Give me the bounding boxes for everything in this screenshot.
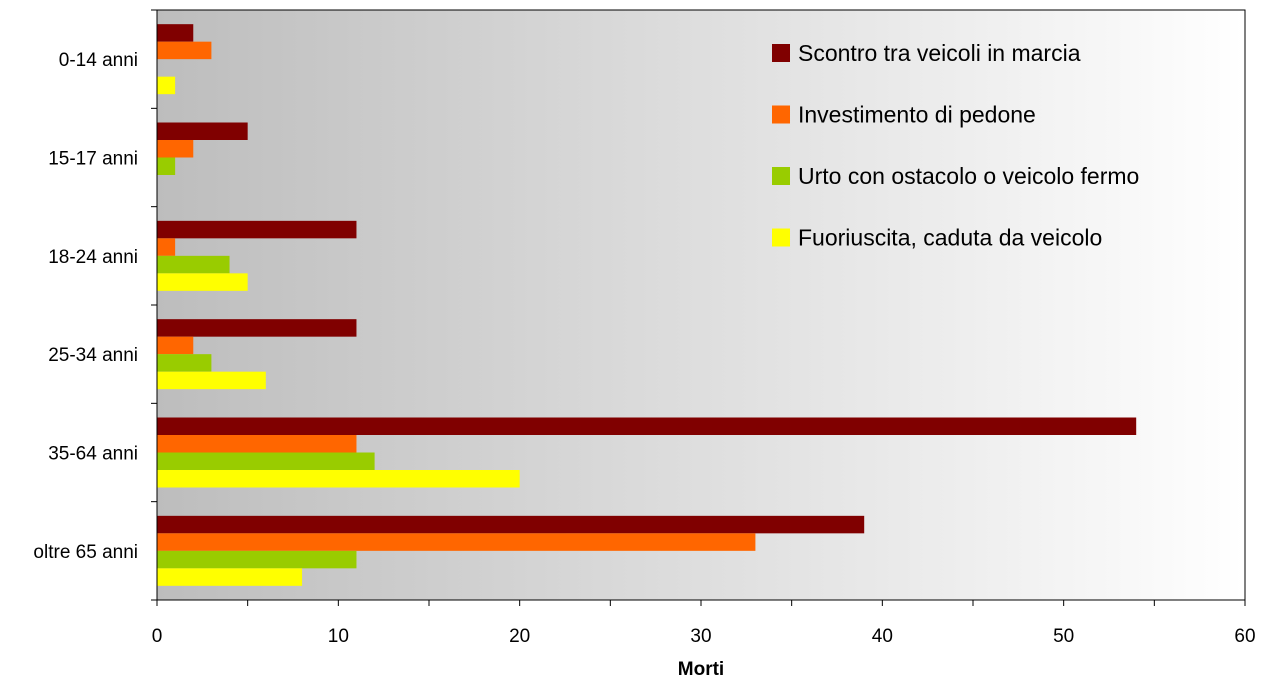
bar <box>157 533 756 551</box>
legend: Scontro tra veicoli in marcia Investiment… <box>772 40 1139 251</box>
bar <box>157 122 248 140</box>
bar <box>157 568 303 586</box>
category-label: oltre 65 anni <box>33 542 138 563</box>
bar <box>157 157 176 175</box>
bar <box>157 515 865 534</box>
bar <box>157 140 194 158</box>
legend-swatch <box>772 167 790 185</box>
bar <box>157 371 266 390</box>
legend-swatch <box>772 228 790 247</box>
x-tick-label: 40 <box>872 626 893 647</box>
bar <box>157 255 230 274</box>
legend-label: Urto con ostacolo o veicolo fermo <box>798 163 1139 189</box>
bar <box>157 550 357 569</box>
bar <box>157 336 194 355</box>
axes-layer <box>151 9 1246 606</box>
bar <box>157 354 212 372</box>
bar <box>157 273 248 291</box>
bar <box>157 319 357 337</box>
bar <box>157 417 1137 435</box>
category-label: 15-17 anni <box>48 149 138 170</box>
bar <box>157 435 357 453</box>
x-tick-label: 0 <box>152 626 163 647</box>
bars-layer <box>157 24 1137 586</box>
x-tick-label: 10 <box>328 626 349 647</box>
x-axis-title: Morti <box>678 659 724 680</box>
x-tick-label: 60 <box>1234 626 1255 647</box>
plot-area <box>156 9 1246 601</box>
labels-layer: 0-14 anni 15-17 anni 18-24 anni 25-34 anni 3… <box>33 50 1255 647</box>
x-tick-label: 30 <box>690 626 711 647</box>
legend-label: Scontro tra veicoli in marcia <box>798 40 1081 66</box>
legend-swatch <box>772 44 790 62</box>
bar <box>157 470 520 488</box>
legend-swatch <box>772 105 790 124</box>
bar <box>157 24 194 42</box>
category-label: 35-64 anni <box>48 444 138 465</box>
x-tick-label: 50 <box>1053 626 1074 647</box>
category-label: 25-34 anni <box>48 345 138 366</box>
legend-label: Investimento di pedone <box>798 102 1036 128</box>
bar <box>157 220 357 239</box>
x-tick-label: 20 <box>509 626 530 647</box>
bar <box>157 41 212 60</box>
bar <box>157 452 375 470</box>
category-label: 18-24 anni <box>48 247 138 268</box>
category-label: 0-14 anni <box>59 50 138 71</box>
legend-label: Fuoriuscita, caduta da veicolo <box>798 225 1102 251</box>
bar <box>157 238 176 256</box>
bar <box>157 76 176 95</box>
